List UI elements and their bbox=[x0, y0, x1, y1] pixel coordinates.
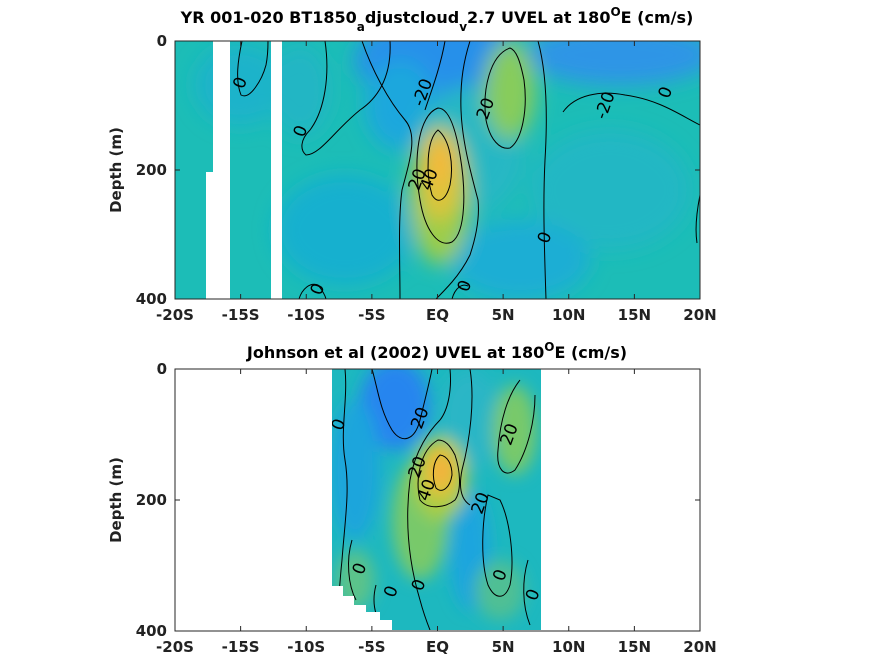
chart1-x-tick-label: 15N bbox=[618, 306, 651, 324]
chart-model-uvel: YR 001-020 BT1850adjustcloudv2.7 UVEL at… bbox=[107, 5, 717, 324]
chart2-contours bbox=[338, 369, 536, 630]
chart1-x-tick-label: 20N bbox=[683, 306, 716, 324]
chart1-x-ticks: -20S -15S -10S -5S EQ 5N 10N 15N 20N bbox=[156, 41, 717, 324]
chart1-ylabel: Depth (m) bbox=[107, 127, 125, 213]
chart2-x-tick-label: EQ bbox=[426, 638, 449, 656]
chart1-y-tick-label: 200 bbox=[136, 161, 167, 179]
chart2-x-tick-label: -20S bbox=[156, 638, 194, 656]
chart2-title: Johnson et al (2002) UVEL at 180OE (cm/s… bbox=[246, 340, 627, 362]
chart2-x-tick-label: -10S bbox=[287, 638, 325, 656]
chart2-y-tick-label: 400 bbox=[136, 622, 167, 640]
chart1-x-tick-label: -20S bbox=[156, 306, 194, 324]
chart1-x-tick-label: 10N bbox=[552, 306, 585, 324]
chart1-title: YR 001-020 BT1850adjustcloudv2.7 UVEL at… bbox=[180, 5, 694, 34]
chart2-x-tick-label: -15S bbox=[222, 638, 260, 656]
chart2-x-tick-label: 5N bbox=[492, 638, 515, 656]
chart1-y-tick-label: 0 bbox=[157, 32, 167, 50]
chart2-x-tick-label: 10N bbox=[552, 638, 585, 656]
chart1-x-tick-label: -10S bbox=[287, 306, 325, 324]
chart1-x-tick-label: 5N bbox=[492, 306, 515, 324]
chart2-x-tick-label: -5S bbox=[358, 638, 385, 656]
chart2-x-tick-label: 20N bbox=[683, 638, 716, 656]
chart2-x-ticks: -20S -15S -10S -5S EQ 5N 10N 15N 20N bbox=[156, 369, 717, 656]
chart1-x-tick-label: EQ bbox=[426, 306, 449, 324]
chart1-y-ticks: 0 200 400 bbox=[136, 32, 700, 308]
chart1-contours bbox=[237, 41, 700, 299]
chart2-x-tick-label: 15N bbox=[618, 638, 651, 656]
chart2-y-tick-label: 0 bbox=[157, 360, 167, 378]
chart-johnson-uvel: Johnson et al (2002) UVEL at 180OE (cm/s… bbox=[107, 340, 717, 656]
chart2-y-ticks: 0 200 400 bbox=[136, 360, 700, 640]
chart1-y-tick-label: 400 bbox=[136, 290, 167, 308]
chart1-x-tick-label: -5S bbox=[358, 306, 385, 324]
chart2-contour-label: 0 bbox=[522, 586, 544, 603]
chart2-y-tick-label: 200 bbox=[136, 491, 167, 509]
chart2-ylabel: Depth (m) bbox=[107, 457, 125, 543]
chart1-x-tick-label: -15S bbox=[222, 306, 260, 324]
